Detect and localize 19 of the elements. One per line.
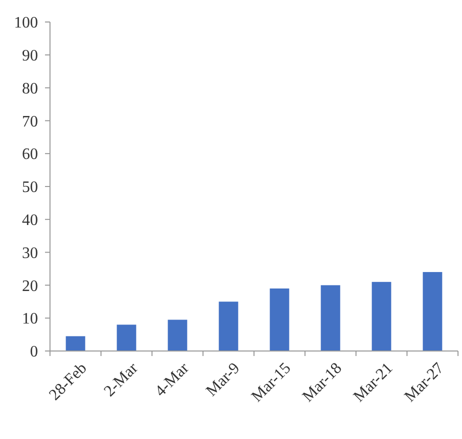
bar xyxy=(168,320,188,351)
bar xyxy=(422,272,442,351)
y-tick-label: 80 xyxy=(22,80,38,98)
bar xyxy=(270,288,290,351)
y-tick-label: 30 xyxy=(22,244,38,262)
y-tick-label: 40 xyxy=(22,212,38,229)
bar xyxy=(218,302,238,351)
y-tick-label: 70 xyxy=(22,113,38,130)
bar xyxy=(66,336,86,351)
bar xyxy=(116,324,136,351)
y-tick-label: 20 xyxy=(22,278,38,295)
bar xyxy=(372,282,392,351)
y-tick-label: 100 xyxy=(14,14,38,32)
y-tick-label: 50 xyxy=(22,179,38,196)
y-tick-label: 90 xyxy=(22,48,38,64)
bar xyxy=(320,285,340,351)
y-tick-label: 60 xyxy=(22,146,38,164)
y-tick-label: 10 xyxy=(22,310,38,328)
y-tick-label: 0 xyxy=(30,344,38,361)
